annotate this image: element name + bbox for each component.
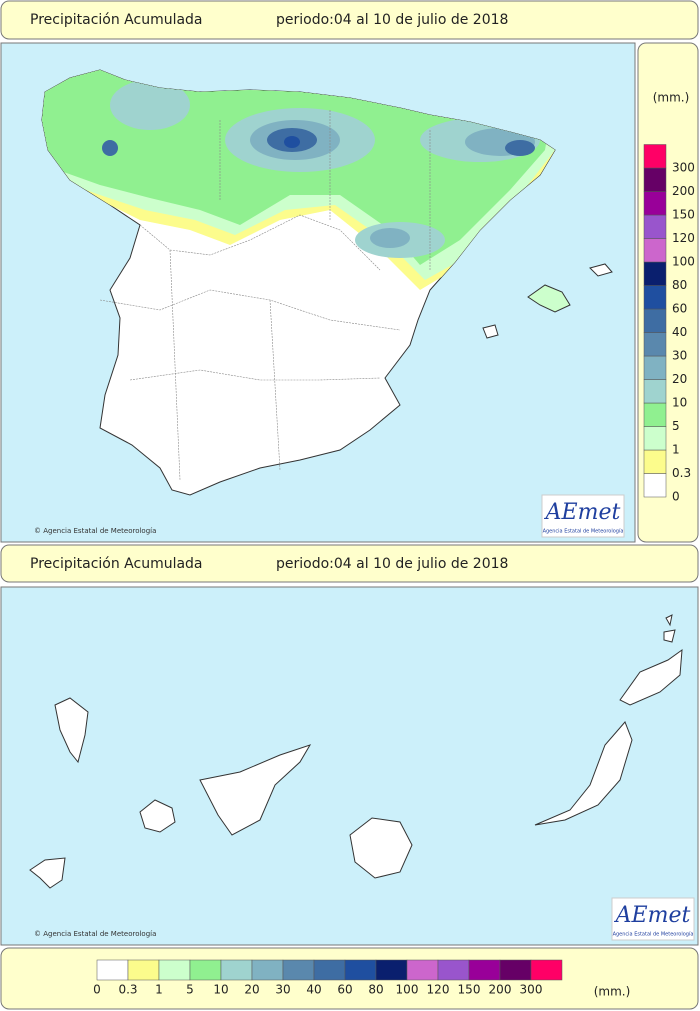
period: periodo:04 al 10 de julio de 2018 [276, 12, 508, 28]
area-60 [284, 136, 300, 148]
logo-box [611, 897, 695, 941]
legend-label: 80 [368, 983, 383, 997]
legend-label: 40 [672, 325, 687, 339]
balearic-island [589, 263, 613, 277]
logo-subtitle: Agencia Estatal de Meteorología [613, 931, 694, 938]
legend-swatch [643, 379, 667, 404]
legend-swatch [643, 238, 667, 263]
legend-label: 10 [672, 396, 687, 410]
logo: AEmet [614, 903, 691, 928]
legend-swatch [468, 959, 501, 981]
island [139, 799, 176, 833]
legend-label: 30 [672, 349, 687, 363]
legend-swatch [643, 473, 667, 498]
island [663, 629, 676, 643]
header-bar [0, 0, 699, 40]
legend-label: 80 [672, 278, 687, 292]
balearic-island [527, 284, 571, 313]
logo: AEmet [544, 500, 621, 525]
island [349, 817, 413, 879]
legend-label: 5 [672, 419, 680, 433]
legend-swatch [643, 332, 667, 357]
legend-label: 150 [458, 983, 481, 997]
map-panel [0, 586, 699, 946]
legend-swatch [643, 402, 667, 427]
legend-label: 150 [672, 208, 695, 222]
island [534, 721, 633, 826]
legend-label: 100 [672, 255, 695, 269]
legend-swatch [643, 167, 667, 192]
legend-swatch [158, 959, 191, 981]
legend-label: 0.3 [118, 983, 137, 997]
legend-swatch [313, 959, 346, 981]
legend-swatch [344, 959, 377, 981]
legend-label: 20 [244, 983, 259, 997]
legend-label: 300 [520, 983, 543, 997]
legend-swatch [282, 959, 315, 981]
legend-label: 60 [672, 302, 687, 316]
legend-label: 300 [672, 161, 695, 175]
legend-label: 0.3 [672, 466, 691, 480]
legend-swatch [643, 285, 667, 310]
legend-label: 40 [306, 983, 321, 997]
legend-label: 120 [672, 231, 695, 245]
island [29, 857, 66, 889]
credit: © Agencia Estatal de Meteorología [34, 527, 156, 535]
legend-label: 1 [672, 443, 680, 457]
title: Precipitación Acumulada [30, 556, 203, 572]
legend-swatch [375, 959, 408, 981]
title: Precipitación Acumulada [30, 12, 203, 28]
legend-label: 30 [275, 983, 290, 997]
legend-swatch [127, 959, 160, 981]
island [199, 744, 312, 836]
legend-label: 0 [672, 490, 680, 504]
balearic-island [482, 324, 499, 339]
area-40 [505, 140, 535, 156]
legend-unit: (mm.) [594, 985, 631, 999]
horizontal-legend: 0 0.3 1 5 10 20 30 40 60 80 100 120 150 200 300 [93, 959, 563, 997]
logo-subtitle: Agencia Estatal de Meteorología [543, 528, 624, 535]
legend-label: 200 [672, 184, 695, 198]
legend-swatch [643, 355, 667, 380]
area-20 [370, 228, 410, 248]
legend-swatch [96, 959, 129, 981]
legend-swatch [643, 308, 667, 333]
legend-swatch [530, 959, 563, 981]
legend-swatch [643, 144, 667, 169]
legend-swatch [643, 214, 667, 239]
legend-swatch [220, 959, 253, 981]
legend-label: 20 [672, 372, 687, 386]
legend-unit: (mm.) [653, 91, 690, 105]
legend-label: 120 [427, 983, 450, 997]
area-40 [102, 140, 118, 156]
logo-box [541, 494, 625, 538]
province-borders [99, 110, 431, 481]
legend-label: 200 [489, 983, 512, 997]
area-10 [110, 80, 190, 130]
legend-swatch [251, 959, 284, 981]
header-bar [0, 544, 699, 583]
legend-label: 10 [213, 983, 228, 997]
legend-swatch [643, 261, 667, 286]
legend-label: 60 [337, 983, 352, 997]
legend-swatch [437, 959, 470, 981]
legend-swatch [643, 426, 667, 451]
credit: © Agencia Estatal de Meteorología [34, 930, 156, 938]
legend-label: 1 [155, 983, 163, 997]
period: periodo:04 al 10 de julio de 2018 [276, 556, 508, 572]
legend-swatch [643, 449, 667, 474]
legend-label: 100 [396, 983, 419, 997]
island [619, 648, 683, 706]
island [54, 697, 89, 764]
legend-swatch [643, 191, 667, 216]
legend-label: 5 [186, 983, 194, 997]
canary-islands [29, 614, 683, 889]
vertical-legend: 0 0.3 1 5 10 20 30 40 60 80 100 120 150 200 300 [643, 144, 695, 504]
island [665, 614, 673, 627]
legend-swatch [189, 959, 222, 981]
legend-swatch [499, 959, 532, 981]
legend-label: 0 [93, 983, 101, 997]
legend-swatch [406, 959, 439, 981]
